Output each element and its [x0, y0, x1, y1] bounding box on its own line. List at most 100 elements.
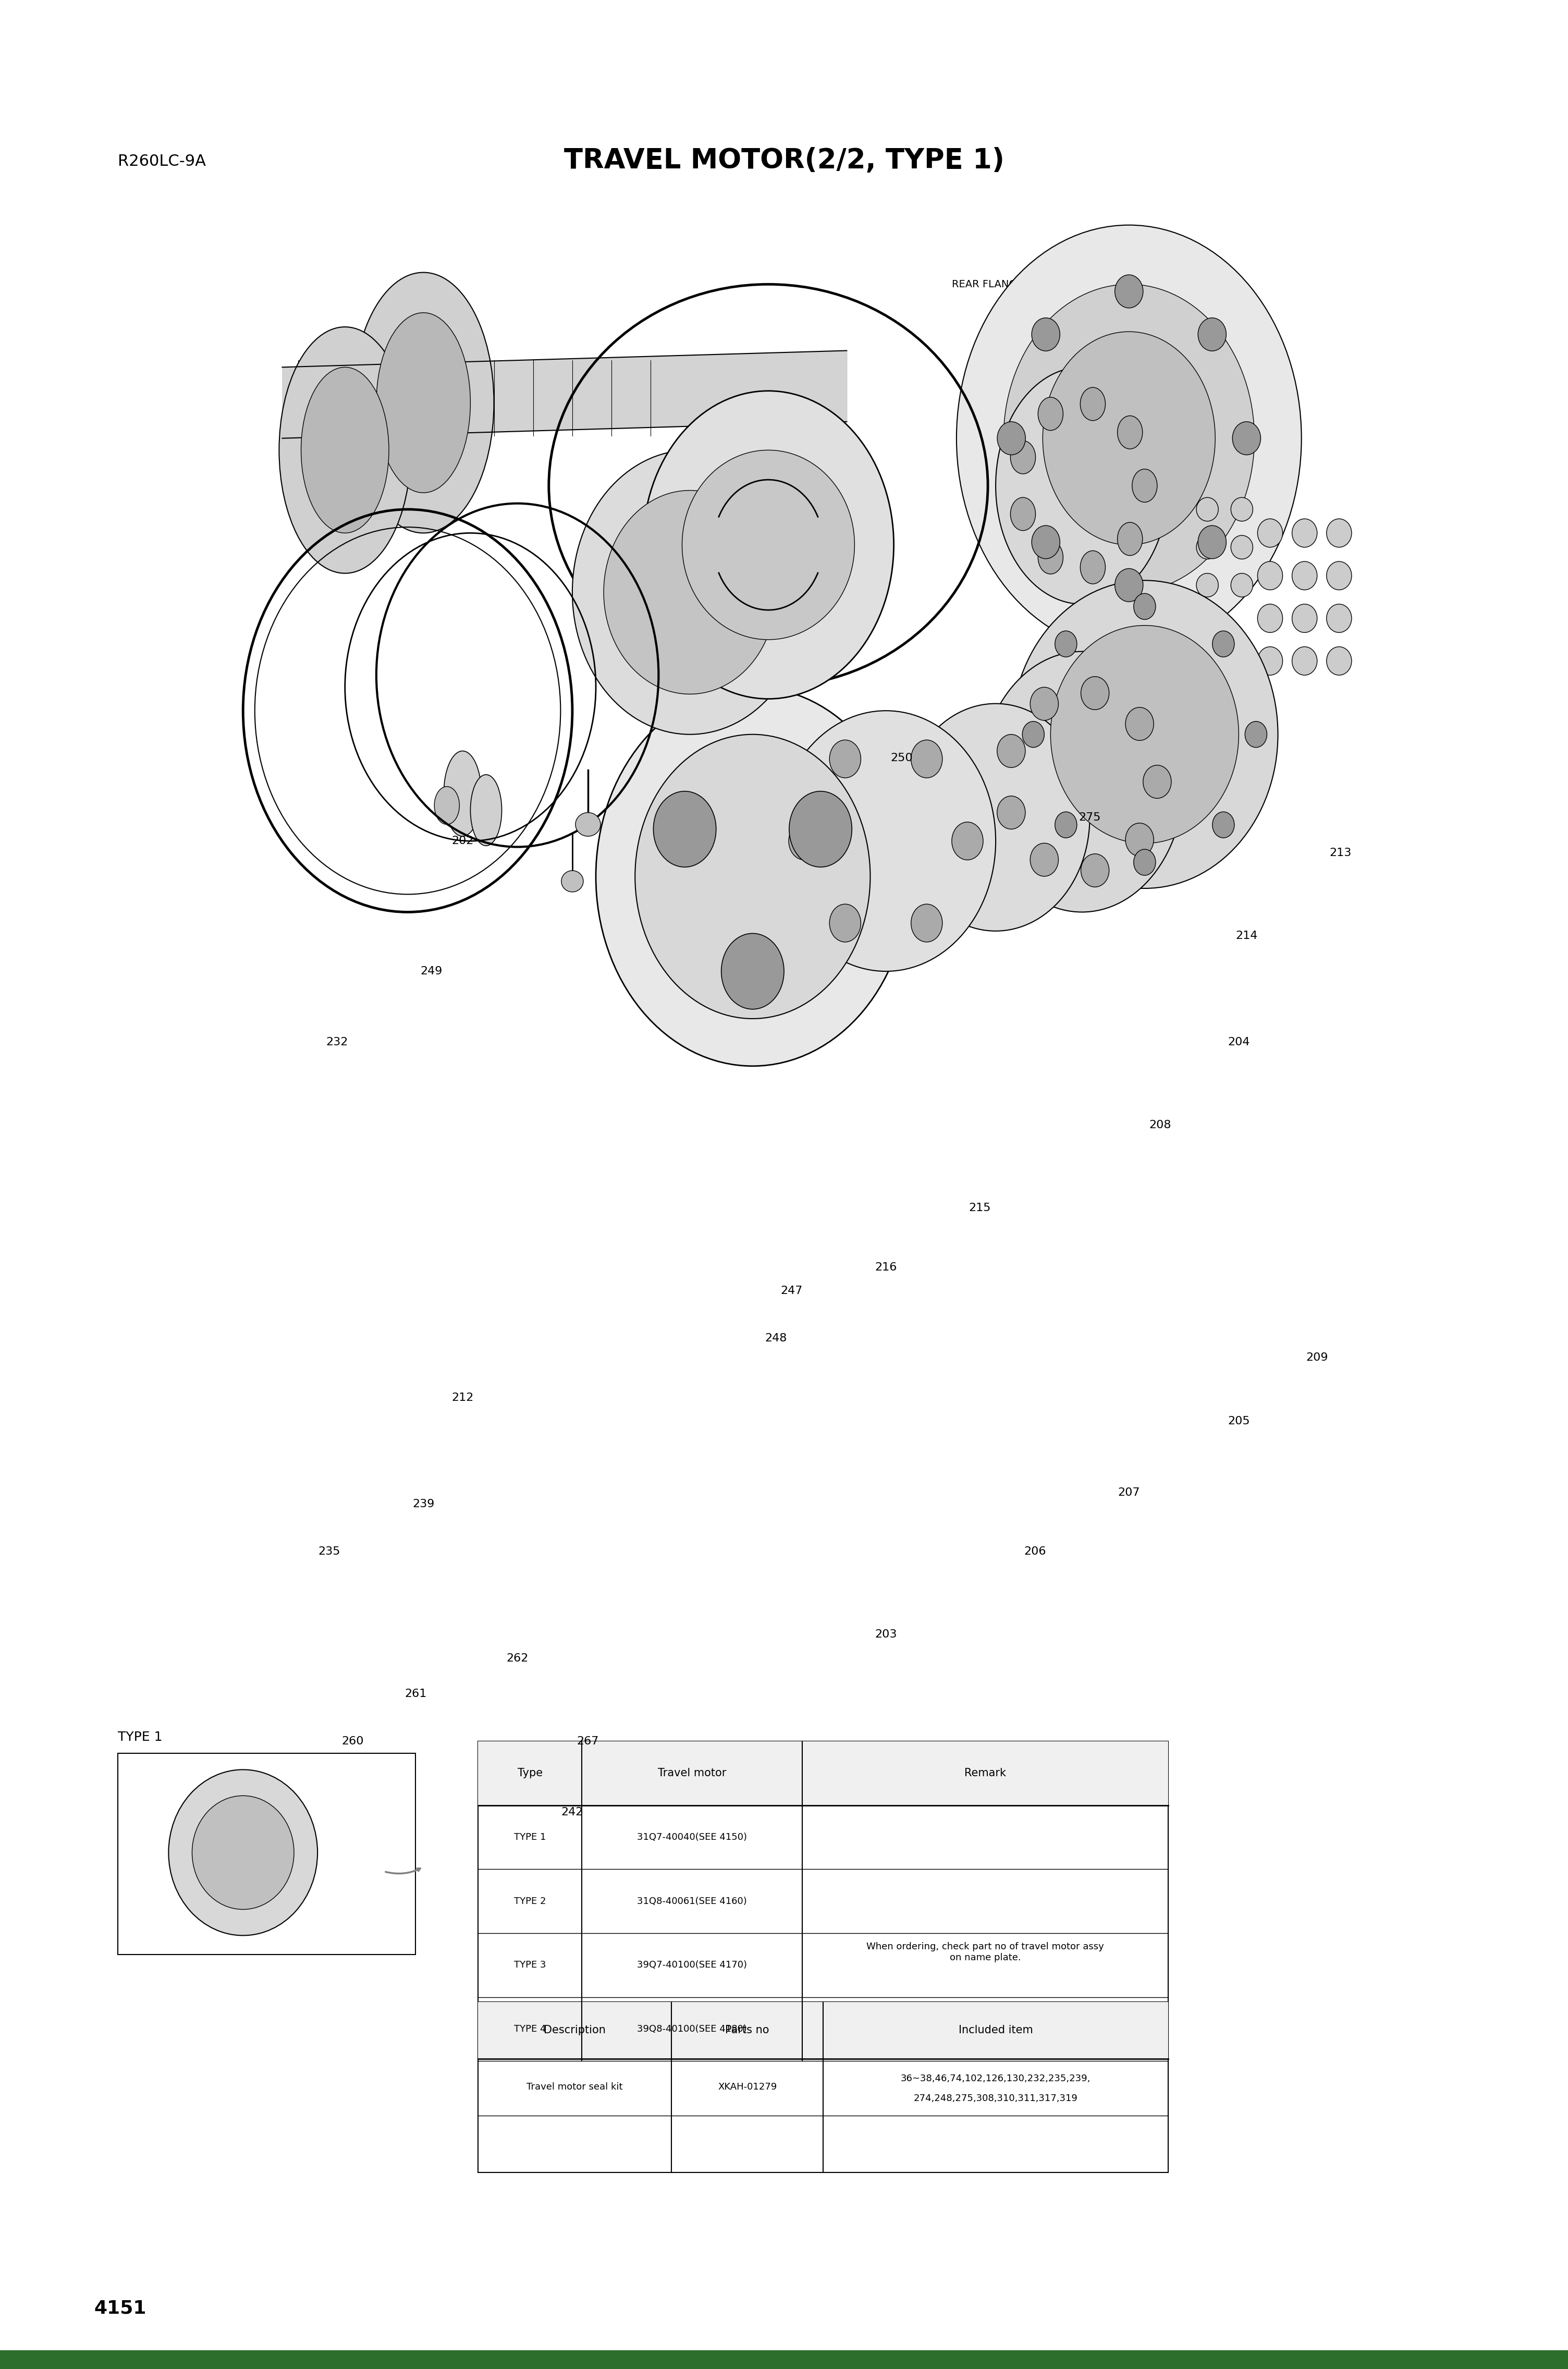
Ellipse shape	[575, 813, 601, 836]
Text: R260LC-9A: R260LC-9A	[118, 154, 205, 168]
Ellipse shape	[1258, 561, 1283, 590]
Text: 214: 214	[1236, 931, 1258, 940]
FancyBboxPatch shape	[0, 2350, 1568, 2369]
Ellipse shape	[572, 450, 808, 734]
Text: 260: 260	[342, 1736, 364, 1746]
Text: 206: 206	[1024, 1547, 1046, 1556]
Ellipse shape	[1030, 843, 1058, 877]
Ellipse shape	[1198, 317, 1226, 351]
Ellipse shape	[1196, 497, 1218, 521]
FancyBboxPatch shape	[118, 1753, 416, 1954]
Ellipse shape	[1292, 647, 1317, 675]
Ellipse shape	[1258, 647, 1283, 675]
Text: 275: 275	[1079, 813, 1101, 822]
Ellipse shape	[1115, 275, 1143, 308]
Ellipse shape	[1080, 550, 1105, 583]
Ellipse shape	[1126, 822, 1154, 855]
Ellipse shape	[1134, 850, 1156, 877]
Ellipse shape	[1143, 765, 1171, 798]
Ellipse shape	[301, 367, 389, 533]
Ellipse shape	[1010, 441, 1035, 474]
Text: 250: 250	[891, 753, 913, 763]
Ellipse shape	[1232, 422, 1261, 455]
Circle shape	[434, 787, 459, 824]
Text: Type: Type	[517, 1767, 543, 1779]
Text: Description: Description	[544, 2025, 605, 2035]
Text: 242: 242	[561, 1808, 583, 1817]
Text: 203: 203	[875, 1630, 897, 1639]
Text: 232: 232	[326, 1038, 348, 1047]
Text: 209: 209	[1306, 1353, 1328, 1362]
FancyBboxPatch shape	[478, 2002, 1168, 2059]
Text: 204: 204	[1228, 1038, 1250, 1047]
Ellipse shape	[1118, 417, 1143, 450]
Text: 4151: 4151	[94, 2300, 146, 2317]
Text: XKAH-01279: XKAH-01279	[718, 2082, 776, 2092]
Ellipse shape	[997, 734, 1025, 768]
Ellipse shape	[1132, 469, 1157, 502]
Ellipse shape	[1080, 853, 1109, 886]
Ellipse shape	[353, 272, 494, 533]
Ellipse shape	[1030, 687, 1058, 720]
Ellipse shape	[654, 791, 717, 867]
Ellipse shape	[1038, 540, 1063, 573]
Text: 261: 261	[405, 1689, 426, 1699]
Ellipse shape	[996, 367, 1168, 604]
Text: TYPE 4: TYPE 4	[514, 2025, 546, 2033]
Text: 216: 216	[875, 1263, 897, 1272]
Text: 205: 205	[1228, 1417, 1250, 1426]
Ellipse shape	[997, 796, 1025, 829]
Ellipse shape	[682, 450, 855, 640]
Ellipse shape	[444, 751, 481, 836]
Ellipse shape	[1231, 573, 1253, 597]
Ellipse shape	[1231, 535, 1253, 559]
Ellipse shape	[997, 422, 1025, 455]
Text: 267: 267	[577, 1736, 599, 1746]
Ellipse shape	[1231, 497, 1253, 521]
Text: Remark: Remark	[964, 1767, 1007, 1779]
Ellipse shape	[1327, 561, 1352, 590]
Text: 235: 235	[318, 1547, 340, 1556]
Ellipse shape	[1032, 317, 1060, 351]
Ellipse shape	[470, 775, 502, 846]
Text: 207: 207	[1118, 1488, 1140, 1497]
Ellipse shape	[789, 822, 820, 860]
Ellipse shape	[1004, 284, 1254, 592]
Text: 208: 208	[1149, 1121, 1171, 1130]
Ellipse shape	[911, 905, 942, 943]
Ellipse shape	[561, 872, 583, 893]
Ellipse shape	[980, 651, 1184, 912]
Text: 31Q8-40061(SEE 4160): 31Q8-40061(SEE 4160)	[637, 1898, 746, 1905]
Ellipse shape	[1327, 604, 1352, 633]
Ellipse shape	[1327, 519, 1352, 547]
Ellipse shape	[789, 791, 851, 867]
Ellipse shape	[1080, 678, 1109, 711]
Text: Parts no: Parts no	[726, 2025, 770, 2035]
Ellipse shape	[911, 739, 942, 777]
Ellipse shape	[1327, 647, 1352, 675]
Ellipse shape	[1055, 813, 1077, 839]
Text: Travel motor: Travel motor	[659, 1767, 726, 1779]
Text: 274,248,275,308,310,311,317,319: 274,248,275,308,310,311,317,319	[914, 2094, 1077, 2104]
Ellipse shape	[191, 1796, 295, 1909]
Ellipse shape	[1258, 519, 1283, 547]
Ellipse shape	[1080, 389, 1105, 422]
Ellipse shape	[1038, 398, 1063, 431]
Text: 36~38,46,74,102,126,130,232,235,239,: 36~38,46,74,102,126,130,232,235,239,	[900, 2073, 1091, 2082]
Ellipse shape	[1212, 630, 1234, 656]
Ellipse shape	[1126, 708, 1154, 741]
Ellipse shape	[829, 905, 861, 943]
Ellipse shape	[604, 490, 776, 694]
Text: 249: 249	[420, 967, 442, 976]
Text: 31Q7-40040(SEE 4150): 31Q7-40040(SEE 4150)	[637, 1834, 746, 1841]
Text: Travel motor seal kit: Travel motor seal kit	[527, 2082, 622, 2092]
Text: 39Q7-40100(SEE 4170): 39Q7-40100(SEE 4170)	[637, 1962, 746, 1969]
Text: 213: 213	[1330, 848, 1352, 858]
Ellipse shape	[776, 711, 996, 971]
Ellipse shape	[1032, 526, 1060, 559]
Ellipse shape	[1118, 521, 1143, 554]
Ellipse shape	[1196, 535, 1218, 559]
Ellipse shape	[952, 822, 983, 860]
Ellipse shape	[956, 225, 1301, 651]
Text: TYPE 2: TYPE 2	[514, 1898, 546, 1905]
